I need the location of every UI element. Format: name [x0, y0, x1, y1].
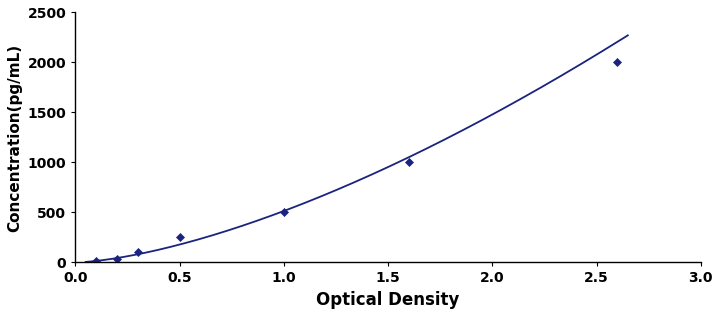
X-axis label: Optical Density: Optical Density	[316, 291, 460, 309]
Y-axis label: Concentration(pg/mL): Concentration(pg/mL)	[7, 43, 22, 232]
